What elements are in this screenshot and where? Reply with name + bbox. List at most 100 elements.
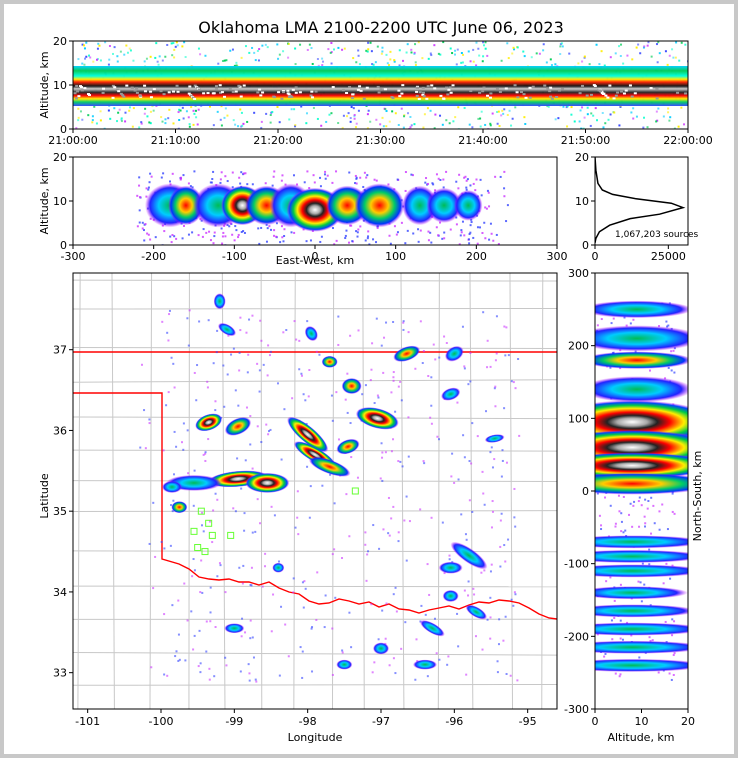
- time-source-dot: [173, 56, 176, 59]
- time-core-dot: [130, 86, 134, 89]
- time-source-dot: [389, 58, 392, 61]
- east-west-source-dot: [283, 228, 286, 231]
- east-west-source-dot: [213, 235, 216, 238]
- time-core-dot: [447, 88, 451, 91]
- time-source-dot: [95, 122, 98, 125]
- north-south-tick-label: -100: [564, 558, 589, 571]
- map-source-dot: [490, 563, 493, 566]
- east-west-source-dot: [150, 175, 153, 178]
- time-source-dot: [125, 44, 128, 47]
- time-source-dot: [288, 118, 291, 121]
- map-source-dot: [301, 581, 304, 584]
- map-source-dot: [258, 390, 261, 393]
- ns-source-dot: [600, 528, 603, 531]
- time-source-dot: [199, 53, 202, 56]
- map-flash-cluster: [484, 434, 505, 443]
- time-source-dot: [300, 105, 303, 108]
- map-source-dot: [383, 336, 386, 339]
- map-source-dot: [150, 666, 153, 669]
- time-source-dot: [448, 122, 451, 125]
- map-source-dot: [395, 610, 398, 613]
- time-source-dot: [506, 42, 509, 45]
- time-source-dot: [220, 124, 223, 127]
- ns-source-dot: [658, 510, 661, 513]
- time-core-dot: [80, 86, 84, 89]
- map-source-dot: [483, 503, 486, 506]
- time-source-dot: [369, 120, 372, 123]
- time-source-dot: [235, 64, 238, 67]
- time-source-dot: [403, 115, 406, 118]
- east-west-source-dot: [147, 186, 150, 189]
- map-source-dot: [323, 626, 326, 629]
- county-line: [73, 510, 557, 513]
- east-west-source-dot: [244, 172, 247, 175]
- time-core-dot: [143, 84, 147, 87]
- time-source-dot: [442, 41, 445, 44]
- east-west-source-dot: [275, 222, 278, 225]
- map-source-dot: [160, 540, 163, 543]
- longitude-tick-label: -100: [149, 715, 174, 728]
- map-source-dot: [460, 513, 463, 516]
- time-core-dot: [528, 96, 532, 99]
- time-source-dot: [182, 117, 185, 120]
- map-source-dot: [240, 487, 243, 490]
- time-source-dot: [231, 48, 234, 51]
- time-source-dot: [120, 117, 123, 120]
- time-source-dot: [461, 61, 464, 64]
- east-west-source-dot: [257, 227, 260, 230]
- time-core-dot: [469, 90, 473, 93]
- time-source-dot: [367, 41, 370, 44]
- time-source-dot: [337, 46, 340, 49]
- time-source-dot: [146, 115, 149, 118]
- time-source-dot: [349, 120, 352, 123]
- time-core-dot: [421, 86, 425, 89]
- time-source-dot: [312, 106, 315, 109]
- map-source-dot: [364, 531, 367, 534]
- time-source-dot: [463, 106, 466, 109]
- map-source-dot: [341, 649, 344, 652]
- east-west-source-dot: [345, 229, 348, 232]
- map-source-dot: [309, 485, 312, 488]
- time-core-dot: [77, 95, 81, 98]
- east-west-tick-label: -300: [61, 250, 86, 263]
- map-source-dot: [341, 651, 344, 654]
- lma-figure: Oklahoma LMA 2100-2200 UTC June 06, 2023…: [38, 18, 713, 744]
- east-west-source-dot: [293, 231, 296, 234]
- time-source-dot: [140, 122, 143, 125]
- latitude-tick-label: 37: [53, 344, 67, 357]
- east-west-source-dot: [213, 231, 216, 234]
- time-source-dot: [83, 47, 86, 50]
- map-source-dot: [505, 672, 508, 675]
- east-west-source-dot: [424, 181, 427, 184]
- map-source-dot: [505, 461, 508, 464]
- map-source-dot: [172, 499, 175, 502]
- time-core-dot: [628, 84, 632, 87]
- time-core-dot: [422, 95, 426, 98]
- map-source-dot: [397, 540, 400, 543]
- longitude-tick-label: -98: [299, 715, 317, 728]
- east-west-source-dot: [335, 239, 338, 242]
- east-west-source-dot: [485, 207, 488, 210]
- map-source-dot: [493, 458, 496, 461]
- map-source-dot: [214, 492, 217, 495]
- east-west-source-dot: [355, 176, 358, 179]
- time-core-dot: [195, 86, 199, 89]
- ns-source-dot: [673, 652, 676, 655]
- lma-station-marker: [201, 548, 209, 556]
- map-source-dot: [377, 396, 380, 399]
- time-source-dot: [668, 54, 671, 57]
- time-source-dot: [320, 124, 323, 127]
- east-west-source-dot: [235, 229, 238, 232]
- map-source-dot: [265, 423, 268, 426]
- map-source-dot: [501, 449, 504, 452]
- time-source-dot: [240, 56, 243, 59]
- map-source-dot: [350, 456, 353, 459]
- east-west-source-dot: [489, 222, 492, 225]
- time-core-dot: [239, 95, 243, 98]
- time-source-dot: [81, 43, 84, 46]
- time-source-dot: [170, 42, 173, 45]
- map-source-dot: [264, 565, 267, 568]
- east-west-source-dot: [280, 225, 283, 228]
- time-core-dot: [331, 86, 335, 89]
- east-west-source-dot: [368, 243, 371, 245]
